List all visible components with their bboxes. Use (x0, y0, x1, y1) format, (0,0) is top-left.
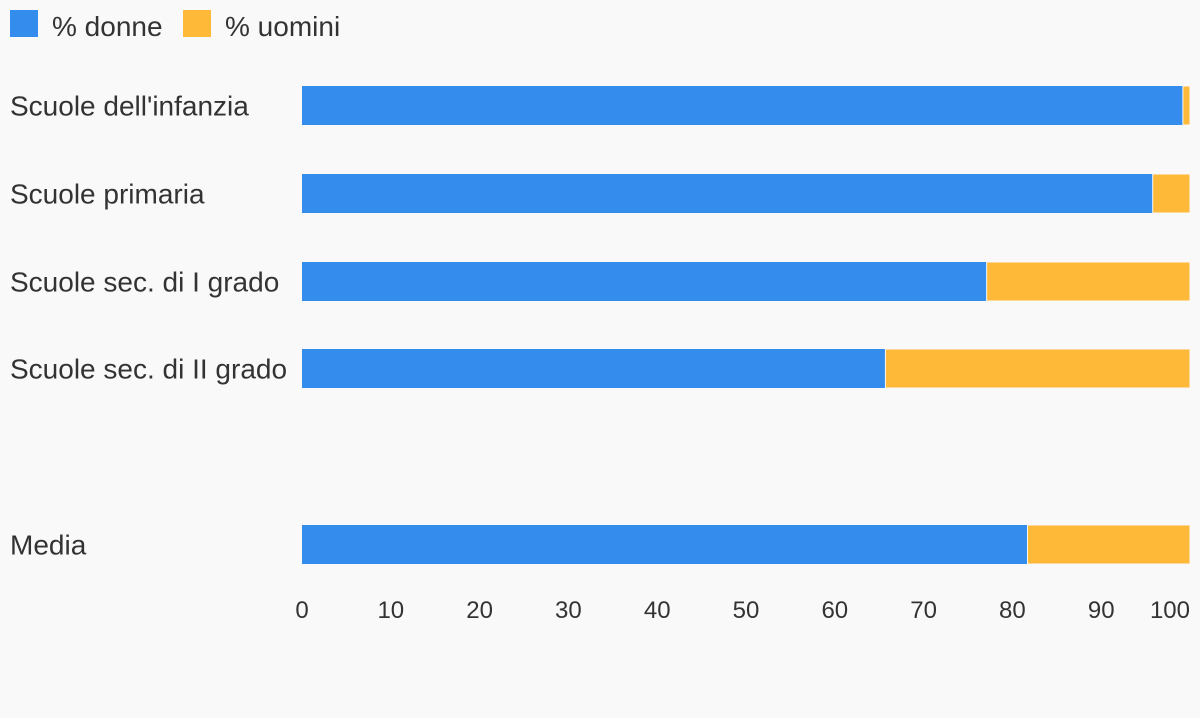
legend-swatch-donne (10, 10, 38, 37)
x-tick-label-60: 60 (821, 597, 848, 624)
x-tick-label-50: 50 (733, 597, 760, 624)
legend: % donne % uomini (10, 10, 340, 42)
x-tick-label-0: 0 (295, 597, 308, 624)
bar-uomini-scuole-primaria (1152, 173, 1191, 214)
bar-donne-scuole-sec-di-i-grado (302, 262, 987, 301)
legend-label-uomini: % uomini (225, 11, 340, 42)
x-tick-label-100: 100 (1150, 597, 1190, 624)
x-axis-ticks: 0 10 20 30 40 50 60 70 80 90 100 (295, 597, 1190, 624)
x-tick-label-20: 20 (466, 597, 493, 624)
bar-donne-media (302, 525, 1028, 564)
category-labels: Scuole dell'infanzia Scuole primaria Scuol… (10, 91, 287, 561)
bar-uomini-scuole-sec-di-ii-grado (884, 348, 1191, 389)
x-tick-label-90: 90 (1088, 597, 1115, 624)
category-label-scuole-sec-di-i-grado: Scuole sec. di I grado (10, 267, 279, 298)
category-label-scuole-dell-infanzia: Scuole dell'infanzia (10, 91, 249, 122)
legend-swatch-uomini (183, 10, 211, 37)
category-label-scuole-primaria: Scuole primaria (10, 179, 205, 210)
bar-uomini-scuole-dell-infanzia (1182, 85, 1191, 126)
category-label-scuole-sec-di-ii-grado: Scuole sec. di II grado (10, 354, 287, 385)
bar-donne-scuole-primaria (302, 174, 1153, 213)
bar-uomini-scuole-sec-di-i-grado (986, 261, 1191, 302)
x-tick-label-30: 30 (555, 597, 582, 624)
x-tick-label-80: 80 (999, 597, 1026, 624)
x-tick-label-40: 40 (644, 597, 671, 624)
category-label-media: Media (10, 530, 87, 561)
legend-label-donne: % donne (52, 11, 163, 42)
x-tick-label-10: 10 (377, 597, 404, 624)
bar-uomini-media (1026, 524, 1191, 565)
x-tick-label-70: 70 (910, 597, 937, 624)
bars (302, 85, 1191, 565)
bar-donne-scuole-dell-infanzia (302, 86, 1183, 125)
bar-donne-scuole-sec-di-ii-grado (302, 349, 886, 388)
